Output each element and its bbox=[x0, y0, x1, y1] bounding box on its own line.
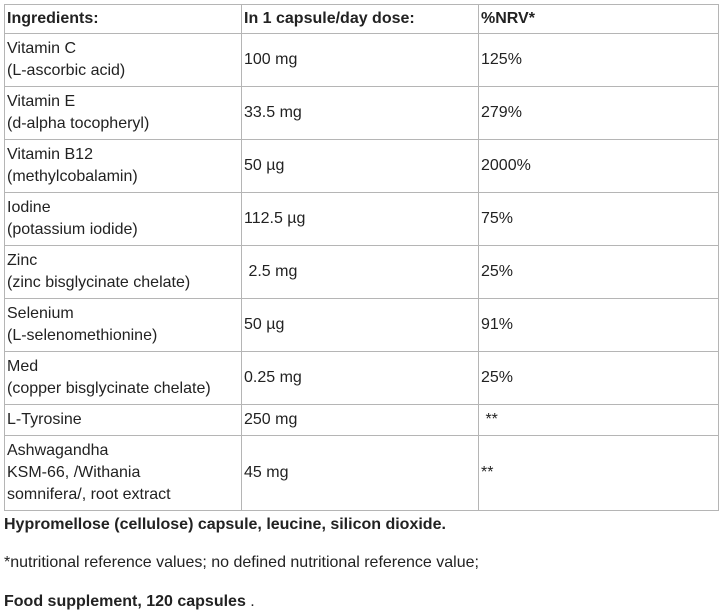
header-cell: In 1 capsule/day dose: bbox=[241, 4, 479, 34]
nutrition-table: Ingredients: In 1 capsule/day dose: %NRV* … bbox=[4, 4, 719, 511]
content: Ingredients: In 1 capsule/day dose: %NRV* … bbox=[4, 4, 719, 614]
table-cell: 279% bbox=[478, 86, 719, 140]
cell-line: Ashwagandha bbox=[7, 442, 109, 459]
table-cell: Med (copper bisglycinate chelate) bbox=[4, 351, 242, 405]
product-end: . bbox=[245, 593, 255, 610]
header-row: Ingredients: In 1 capsule/day dose: %NRV* bbox=[4, 4, 719, 34]
table-cell: L-Tyrosine bbox=[4, 404, 242, 436]
cell-line: Vitamin E bbox=[7, 93, 76, 110]
table-cell: 125% bbox=[478, 33, 719, 87]
cell-line: (copper bisglycinate chelate) bbox=[7, 380, 211, 397]
table-cell: Vitamin E (d-alpha tocopheryl) bbox=[4, 86, 242, 140]
table-cell: Vitamin C (L-ascorbic acid) bbox=[4, 33, 242, 87]
table-cell: 33.5 mg bbox=[241, 86, 479, 140]
cell-line: Selenium bbox=[7, 305, 74, 322]
cell-line: Med bbox=[7, 358, 39, 375]
table-cell: 75% bbox=[478, 192, 719, 246]
cell-line: Vitamin B12 bbox=[7, 146, 93, 163]
table-cell: 0.25 mg bbox=[241, 351, 479, 405]
header-cell: Ingredients: bbox=[4, 4, 242, 34]
table-row: L-Tyrosine 250 mg ** bbox=[4, 404, 719, 436]
table-cell: 25% bbox=[478, 351, 719, 405]
table-cell: 2.5 mg bbox=[241, 245, 479, 299]
table-cell: 25% bbox=[478, 245, 719, 299]
cell-line: Vitamin C bbox=[7, 40, 77, 57]
table-cell: ** bbox=[478, 435, 719, 511]
cell-line: somnifera/, root extract bbox=[7, 486, 171, 503]
cell-line: Zinc bbox=[7, 252, 38, 269]
table-row: Iodine (potassium iodide) 112.5 µg 75% bbox=[4, 192, 719, 246]
cell-line: (methylcobalamin) bbox=[7, 168, 138, 185]
table-row: Med (copper bisglycinate chelate) 0.25 mg 2… bbox=[4, 351, 719, 405]
table-cell: 45 mg bbox=[241, 435, 479, 511]
table-body: Vitamin C (L-ascorbic acid) 100 mg 125% Vita… bbox=[4, 33, 719, 511]
table-cell: 50 µg bbox=[241, 298, 479, 352]
table-cell: 250 mg bbox=[241, 404, 479, 436]
cell-line: Iodine bbox=[7, 199, 51, 216]
table-row: Zinc (zinc bisglycinate chelate) 2.5 mg 25… bbox=[4, 245, 719, 299]
table-row: Selenium (L-selenomethionine) 50 µg 91% bbox=[4, 298, 719, 352]
table-cell: Iodine (potassium iodide) bbox=[4, 192, 242, 246]
table-cell: Selenium (L-selenomethionine) bbox=[4, 298, 242, 352]
cell-line: (L-ascorbic acid) bbox=[7, 62, 126, 79]
product-line: Food supplement, 120 capsules . bbox=[4, 590, 718, 614]
table-cell: 50 µg bbox=[241, 139, 479, 193]
table-row: Vitamin E (d-alpha tocopheryl) 33.5 mg 279% bbox=[4, 86, 719, 140]
cell-line: (d-alpha tocopheryl) bbox=[7, 115, 150, 132]
table-cell: Vitamin B12 (methylcobalamin) bbox=[4, 139, 242, 193]
cell-line: (L-selenomethionine) bbox=[7, 327, 158, 344]
cell-line: (potassium iodide) bbox=[7, 221, 138, 238]
table-cell: 100 mg bbox=[241, 33, 479, 87]
product: Food supplement, 120 capsules bbox=[4, 593, 246, 610]
table-cell: Zinc (zinc bisglycinate chelate) bbox=[4, 245, 242, 299]
table-cell: 112.5 µg bbox=[241, 192, 479, 246]
table-cell: ** bbox=[478, 404, 719, 436]
table-row: Ashwagandha KSM-66, /Withania somnifera/, … bbox=[4, 435, 719, 511]
table-cell: 91% bbox=[478, 298, 719, 352]
cell-line: KSM-66, /Withania bbox=[7, 464, 141, 481]
table-row: Vitamin B12 (methylcobalamin) 50 µg 2000% bbox=[4, 139, 719, 193]
table-cell: Ashwagandha KSM-66, /Withania somnifera/, … bbox=[4, 435, 242, 511]
footnote: *nutritional reference values; no define… bbox=[4, 554, 479, 571]
header-cell: %NRV* bbox=[478, 4, 719, 34]
cell-line: L-Tyrosine bbox=[7, 411, 82, 428]
cell-line: (zinc bisglycinate chelate) bbox=[7, 274, 191, 291]
composition: Hypromellose (cellulose) capsule, leucin… bbox=[4, 516, 446, 533]
table-row: Vitamin C (L-ascorbic acid) 100 mg 125% bbox=[4, 33, 719, 87]
table-cell: 2000% bbox=[478, 139, 719, 193]
